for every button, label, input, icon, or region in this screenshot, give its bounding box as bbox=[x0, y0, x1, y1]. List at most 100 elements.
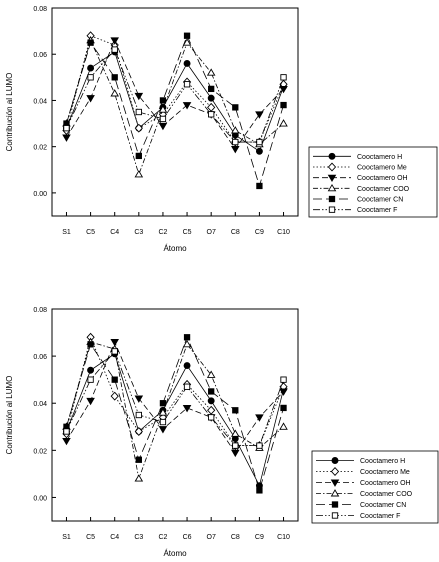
legend-marker bbox=[330, 479, 340, 487]
legend-marker bbox=[327, 183, 337, 192]
series-line bbox=[66, 335, 284, 447]
legend-label: Cooctamero Me bbox=[357, 165, 407, 172]
chart-2: 0.00 0.02 0.04 0.06 0.08 S1 C5 C4 C3 C2 C6 O7 C8 C9 C1… bbox=[5, 307, 439, 558]
x-tick-label: C5 bbox=[183, 229, 192, 236]
series-line bbox=[66, 35, 284, 143]
data-point bbox=[279, 422, 288, 430]
legend-marker bbox=[330, 467, 340, 476]
data-point bbox=[232, 138, 239, 146]
data-point bbox=[62, 437, 71, 446]
legend-marker bbox=[330, 489, 340, 497]
y-tick-label: 0.02 bbox=[33, 448, 47, 455]
y-tick-label: 0.04 bbox=[33, 401, 47, 408]
data-point bbox=[87, 376, 94, 383]
data-point bbox=[183, 383, 191, 390]
x-tick-label: C4 bbox=[110, 229, 119, 236]
legend-label: Cooctamero OH bbox=[357, 175, 408, 182]
x-tick-label: C2 bbox=[158, 229, 167, 236]
data-point bbox=[182, 339, 192, 348]
x-tick-label: O7 bbox=[207, 229, 216, 236]
data-point bbox=[111, 348, 118, 355]
y-axis-label: Contribución al LUMO bbox=[5, 376, 14, 455]
legend: Cooctamero H Cooctamero Me Cooctamero OH Co… bbox=[308, 146, 438, 218]
series-line bbox=[66, 341, 284, 481]
data-point bbox=[158, 122, 168, 131]
series-line bbox=[66, 34, 284, 188]
data-point bbox=[135, 456, 142, 463]
data-point bbox=[62, 134, 71, 142]
data-point bbox=[63, 125, 70, 132]
data-point bbox=[182, 404, 192, 413]
data-point bbox=[87, 341, 94, 348]
data-point bbox=[208, 85, 215, 93]
data-point bbox=[87, 39, 94, 46]
legend-label: Cooctamer COO bbox=[357, 186, 410, 193]
data-point bbox=[256, 487, 263, 494]
x-tick-label: C10 bbox=[277, 229, 290, 236]
data-point bbox=[207, 405, 216, 415]
series-line bbox=[66, 39, 284, 176]
data-point bbox=[135, 152, 142, 160]
series-line bbox=[66, 39, 284, 150]
y-tick-label: 0.06 bbox=[33, 354, 47, 361]
data-point bbox=[86, 397, 95, 406]
series-1 bbox=[63, 48, 287, 155]
data-point bbox=[159, 418, 167, 426]
data-point bbox=[110, 37, 119, 45]
y-tick-label: 0.00 bbox=[33, 495, 47, 502]
legend-marker bbox=[331, 457, 339, 464]
data-point bbox=[110, 391, 119, 401]
data-point bbox=[135, 411, 142, 419]
series-4 bbox=[62, 337, 288, 482]
series-line bbox=[66, 51, 284, 152]
series-4 bbox=[62, 35, 288, 178]
legend-marker bbox=[327, 162, 337, 172]
y-tick-label: 0.06 bbox=[33, 52, 47, 59]
data-point bbox=[134, 474, 144, 482]
x-tick-label: C8 bbox=[231, 534, 240, 541]
data-point bbox=[134, 123, 143, 133]
x-tick-label: C5 bbox=[86, 229, 95, 236]
data-point bbox=[134, 92, 144, 101]
data-point bbox=[111, 376, 118, 383]
data-point bbox=[280, 404, 287, 412]
x-tick-label: C6 bbox=[183, 534, 192, 541]
data-point bbox=[134, 427, 143, 436]
data-point bbox=[159, 115, 167, 123]
data-point bbox=[110, 89, 119, 97]
legend: Cooctamero H Cooctamero Me Cooctamero OH Co… bbox=[311, 450, 439, 524]
x-axis-label: Átomo bbox=[163, 244, 187, 253]
legend-marker bbox=[327, 174, 337, 183]
data-point bbox=[232, 407, 239, 414]
plot-frame bbox=[51, 308, 299, 522]
x-tick-label: C3 bbox=[134, 229, 143, 236]
series-5 bbox=[63, 334, 287, 494]
data-point bbox=[207, 102, 216, 112]
data-point bbox=[255, 414, 264, 422]
data-point bbox=[206, 370, 216, 378]
data-point bbox=[87, 64, 95, 72]
legend-label: Cooctamero H bbox=[360, 458, 405, 465]
data-point bbox=[135, 108, 142, 116]
data-point bbox=[280, 74, 287, 81]
x-tick-label: C5 bbox=[86, 534, 95, 541]
x-tick-label: C8 bbox=[231, 229, 240, 236]
series-2 bbox=[62, 332, 288, 451]
data-point bbox=[159, 400, 167, 407]
data-point bbox=[183, 334, 191, 341]
series-line bbox=[66, 336, 284, 492]
series-5 bbox=[63, 32, 287, 190]
data-point bbox=[208, 388, 215, 395]
data-point bbox=[111, 46, 118, 53]
x-tick-label: C9 bbox=[255, 229, 264, 236]
y-tick-label: 0.08 bbox=[33, 307, 47, 314]
series-line bbox=[66, 48, 284, 143]
chart-1: 0.00 0.02 0.04 0.06 0.08 S1 C5 C4 C3 C2 C5 O7 C8 C9 C1… bbox=[5, 6, 438, 253]
plot-frame bbox=[51, 7, 299, 217]
data-point bbox=[232, 104, 239, 111]
data-point bbox=[183, 60, 191, 67]
data-point bbox=[280, 101, 287, 109]
series-3 bbox=[62, 339, 288, 458]
data-point bbox=[279, 119, 288, 127]
data-point bbox=[207, 397, 215, 405]
